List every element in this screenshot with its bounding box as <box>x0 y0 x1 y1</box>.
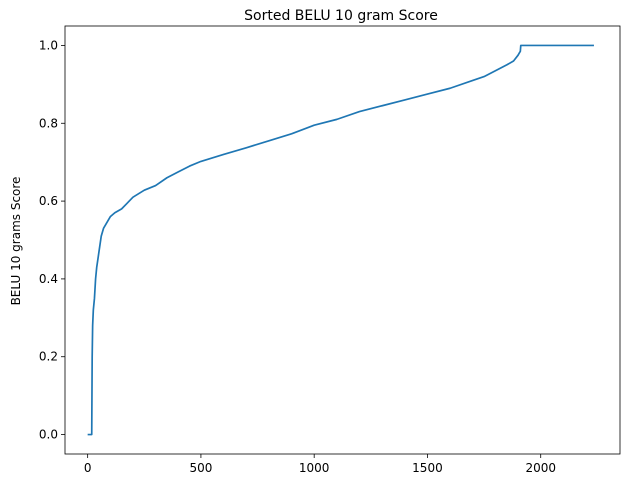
y-tick-label: 0.0 <box>39 428 58 442</box>
y-axis-label: BELU 10 grams Score <box>9 177 23 306</box>
y-tick-label: 0.4 <box>39 272 58 286</box>
x-tick-label: 1000 <box>299 461 330 475</box>
series-line <box>87 44 594 436</box>
ticks-layer: 0 500 1000 1500 2000 0.0 0.2 0.4 0.6 0.8 1.0 <box>39 38 556 475</box>
y-tick-label: 0.8 <box>39 116 58 130</box>
x-tick-label: 2000 <box>525 461 556 475</box>
chart-title: Sorted BELU 10 gram Score <box>244 8 438 24</box>
y-tick-label: 1.0 <box>39 38 58 52</box>
x-tick-label: 500 <box>189 461 212 475</box>
axes-frame <box>64 25 621 455</box>
x-tick-label: 0 <box>84 461 92 475</box>
y-tick-label: 0.2 <box>39 350 58 364</box>
y-tick-label: 0.6 <box>39 194 58 208</box>
x-tick-label: 1500 <box>412 461 443 475</box>
